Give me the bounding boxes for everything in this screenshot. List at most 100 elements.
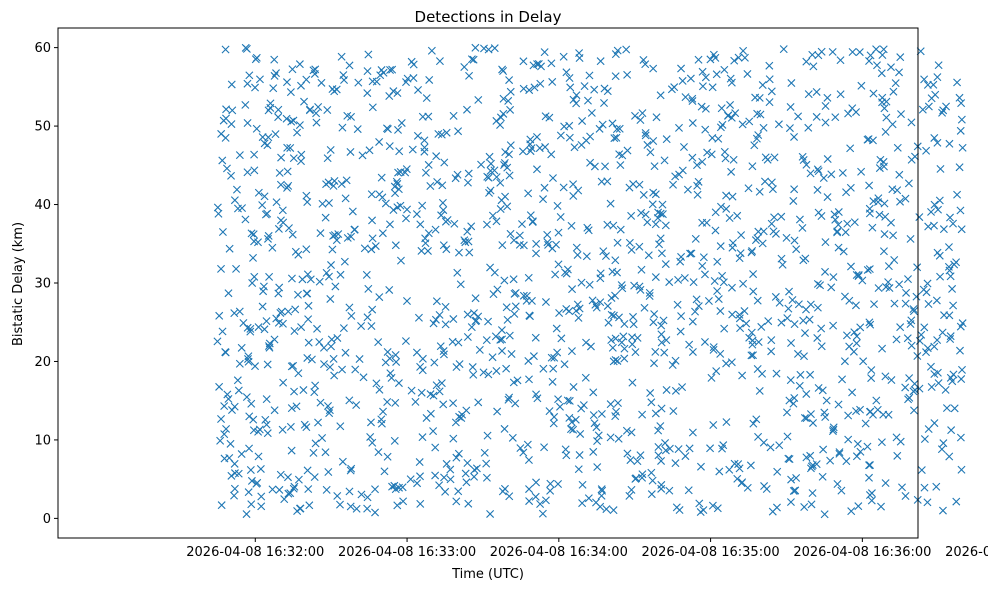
detection-marker	[462, 478, 471, 487]
detection-marker	[863, 442, 872, 451]
detection-marker	[647, 398, 656, 407]
detection-marker	[329, 181, 338, 190]
detection-marker	[420, 136, 429, 145]
detection-marker	[631, 348, 640, 357]
detection-marker	[607, 293, 616, 302]
detection-marker	[532, 165, 541, 174]
detection-marker	[228, 106, 237, 115]
detection-marker	[933, 336, 942, 345]
detection-marker	[262, 420, 271, 429]
detection-marker	[670, 83, 679, 92]
detection-marker	[628, 378, 637, 387]
detection-marker	[297, 157, 305, 166]
detection-marker	[590, 419, 599, 428]
detection-marker	[380, 467, 389, 476]
detection-marker	[719, 278, 728, 287]
detection-marker	[506, 229, 515, 238]
detection-marker	[550, 353, 559, 362]
detection-marker	[817, 342, 826, 351]
detection-marker	[933, 138, 942, 147]
detection-marker	[758, 369, 767, 378]
detection-marker	[358, 151, 367, 160]
detection-marker	[601, 162, 610, 171]
detection-marker	[868, 410, 877, 419]
detection-marker	[510, 309, 519, 318]
detection-marker	[505, 393, 514, 402]
detection-marker	[652, 113, 661, 122]
detection-marker	[543, 230, 552, 239]
detection-marker	[486, 186, 495, 195]
detection-marker	[437, 211, 446, 220]
detection-marker	[866, 461, 874, 470]
detection-marker	[834, 243, 843, 252]
detection-marker	[295, 121, 304, 130]
detection-marker	[330, 176, 339, 185]
detection-marker	[830, 210, 839, 219]
detection-marker	[482, 336, 491, 345]
detection-marker	[934, 61, 943, 70]
detection-marker	[562, 304, 571, 313]
detection-marker	[413, 131, 422, 140]
detection-marker	[639, 55, 648, 64]
detection-marker	[262, 395, 271, 404]
detection-marker	[812, 460, 821, 469]
detection-marker	[643, 140, 652, 149]
detection-marker	[722, 204, 731, 213]
detection-marker	[603, 87, 612, 96]
detection-marker	[878, 50, 887, 59]
detection-marker	[482, 220, 491, 229]
detection-marker	[490, 166, 499, 175]
detection-marker	[755, 187, 764, 196]
detection-marker	[784, 304, 793, 313]
detection-marker	[594, 431, 603, 440]
detection-marker	[279, 218, 288, 227]
detection-marker	[413, 479, 422, 488]
detection-marker	[907, 155, 916, 164]
detection-marker	[218, 228, 227, 236]
detection-marker	[471, 294, 480, 303]
detection-marker	[866, 320, 875, 329]
detection-marker	[813, 185, 822, 194]
detection-marker	[488, 353, 497, 362]
detection-marker	[698, 67, 707, 76]
detection-marker	[893, 451, 902, 460]
detection-marker	[298, 275, 307, 284]
detection-marker	[875, 210, 884, 219]
detection-marker	[651, 273, 660, 282]
detection-marker	[277, 307, 286, 316]
detection-marker	[411, 397, 420, 406]
detection-marker	[688, 153, 697, 162]
detection-marker	[314, 103, 323, 112]
detection-marker	[329, 354, 338, 363]
detection-marker	[249, 426, 258, 435]
detection-marker	[827, 283, 836, 292]
detection-marker	[322, 268, 331, 277]
detection-marker	[524, 273, 533, 282]
detection-marker	[787, 79, 796, 88]
detection-marker	[614, 434, 623, 443]
detection-marker	[691, 234, 700, 243]
detection-marker	[889, 87, 898, 96]
detection-marker	[567, 418, 576, 427]
detection-marker	[449, 315, 458, 324]
detection-marker	[565, 74, 574, 82]
detection-marker	[675, 506, 684, 515]
detection-marker	[449, 111, 458, 120]
detection-marker	[260, 192, 269, 201]
detection-marker	[596, 57, 605, 66]
detection-marker	[958, 365, 966, 374]
detection-marker	[250, 166, 259, 175]
detection-marker	[431, 471, 440, 480]
detection-marker	[770, 213, 779, 222]
detection-marker	[234, 386, 243, 395]
detection-marker	[461, 469, 470, 478]
detection-marker	[470, 472, 479, 481]
detection-marker	[627, 245, 636, 254]
detection-marker	[840, 292, 849, 301]
detection-marker	[755, 386, 764, 395]
detection-marker	[704, 297, 713, 305]
detection-marker	[913, 263, 922, 272]
detection-marker	[865, 181, 874, 190]
detection-marker	[483, 172, 492, 181]
detection-marker	[941, 385, 950, 394]
